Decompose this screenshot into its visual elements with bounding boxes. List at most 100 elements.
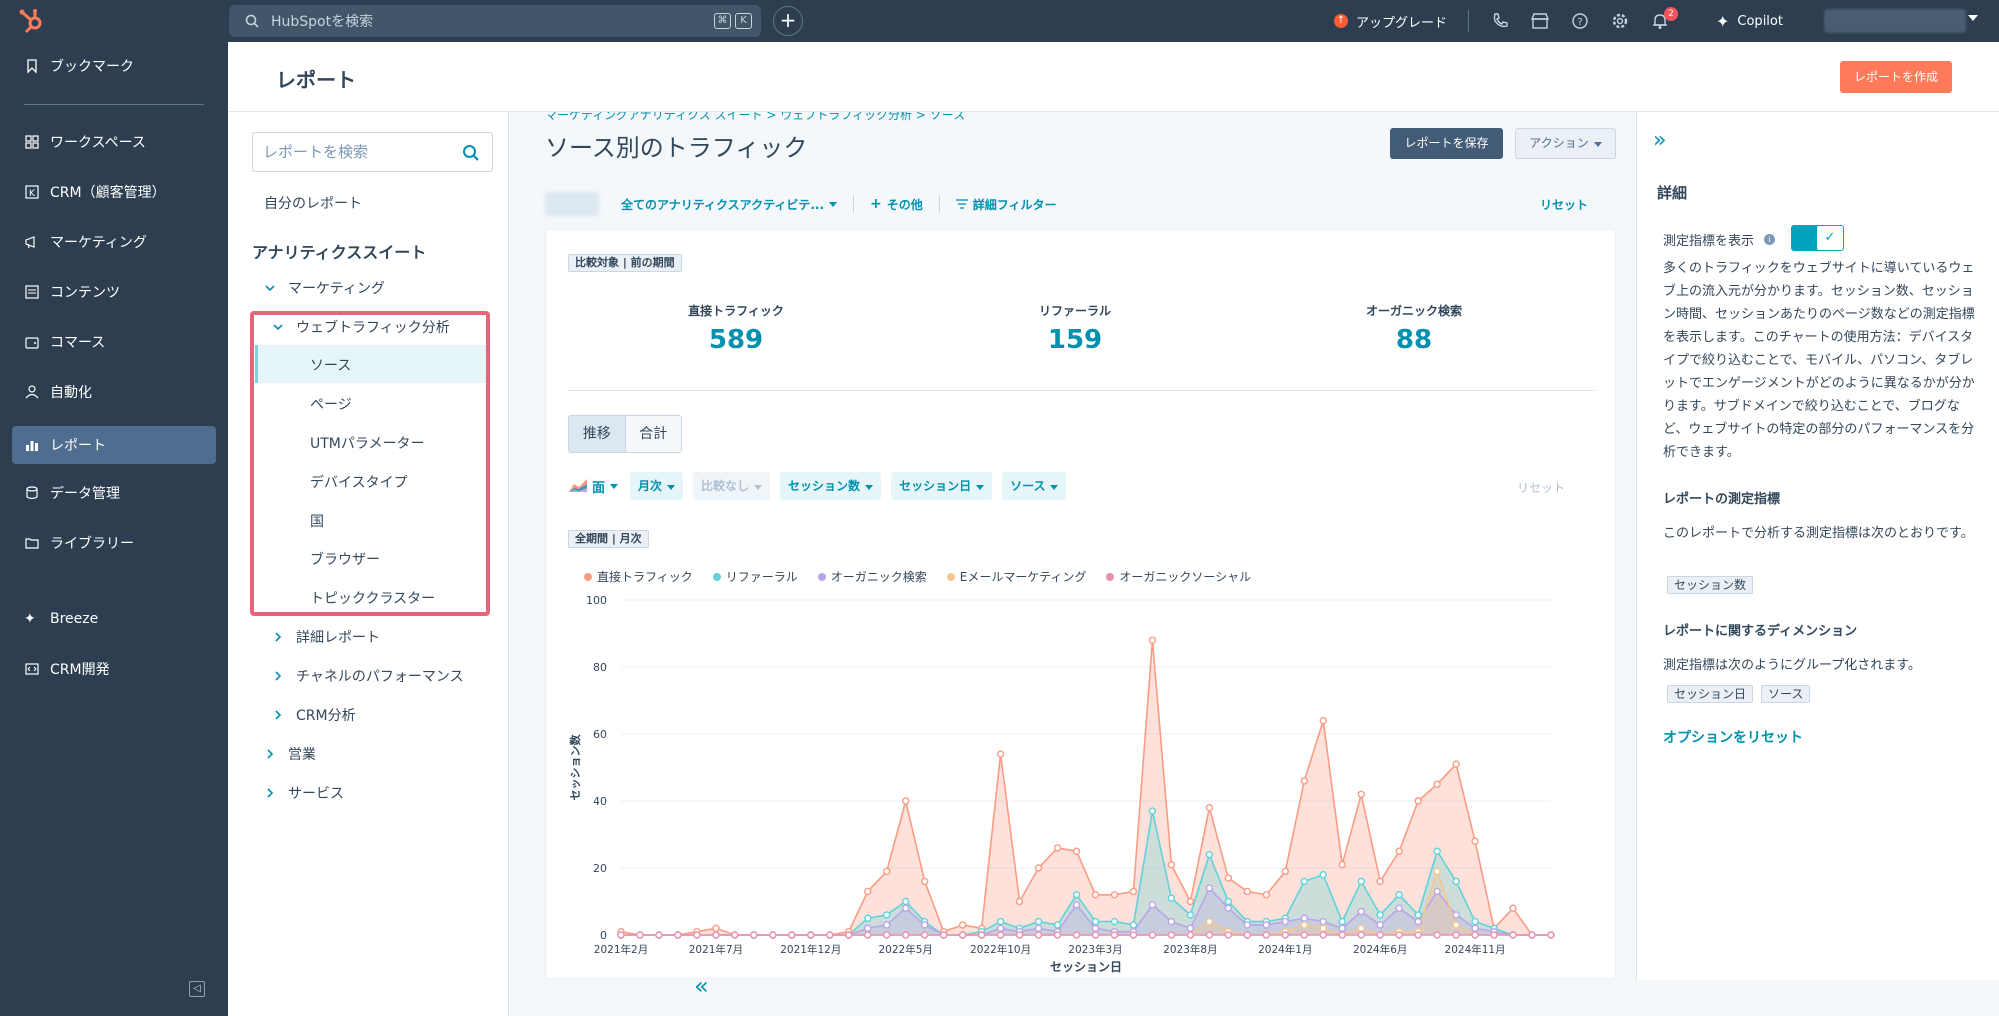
settings-gear-icon[interactable] bbox=[1610, 11, 1630, 31]
metric-chip[interactable]: セッション数 bbox=[780, 472, 882, 500]
kpi-direct-value: 589 bbox=[708, 325, 764, 355]
global-search-placeholder: HubSpotを検索 bbox=[271, 14, 374, 30]
tree-item-source[interactable]: ソース bbox=[310, 358, 352, 374]
dimension-tag-source: ソース bbox=[1761, 685, 1811, 703]
data-point-organic bbox=[1338, 924, 1346, 932]
data-point-social bbox=[1186, 931, 1195, 939]
info-icon[interactable]: i bbox=[1764, 234, 1776, 245]
more-filters-button[interactable]: + その他 bbox=[870, 196, 923, 213]
date-dimension-chip[interactable]: セッション日 bbox=[891, 472, 993, 500]
tree-sales[interactable]: 営業 bbox=[264, 744, 316, 764]
nav-reports[interactable]: レポート bbox=[12, 426, 216, 464]
collapse-sidebar-icon[interactable]: « bbox=[694, 972, 709, 1000]
nav-marketing[interactable]: マーケティング bbox=[12, 223, 216, 261]
show-metrics-toggle[interactable]: ✓ bbox=[1791, 225, 1844, 251]
x-tick-label: 2021年12月 bbox=[780, 943, 841, 956]
nav-reports-label: レポート bbox=[50, 438, 106, 454]
tree-web-traffic[interactable]: ウェブトラフィック分析 bbox=[272, 317, 450, 337]
top-bar: HubSpotを検索 ⌘ K + ↑ アップグレード ? 2 ✦ Copilot bbox=[0, 0, 1999, 42]
tree-crm-analytics-label: CRM分析 bbox=[296, 708, 356, 724]
data-point-organic bbox=[1167, 917, 1176, 926]
legend-item-organic[interactable]: オーガニック検索 bbox=[817, 568, 927, 585]
nav-commerce[interactable]: コマース bbox=[12, 323, 216, 361]
data-point-organic bbox=[1376, 921, 1384, 929]
tree-item-country[interactable]: 国 bbox=[310, 514, 324, 530]
data-point-organic bbox=[1281, 917, 1289, 926]
create-report-button[interactable]: レポートを作成 bbox=[1840, 61, 1952, 93]
details-description: 多くのトラフィックをウェブサイトに導いているウェブ上の流入元が分かります。セッシ… bbox=[1663, 261, 1975, 460]
tree-service[interactable]: サービス bbox=[264, 783, 344, 803]
dimensions-heading: レポートに関するディメンション bbox=[1663, 624, 1858, 639]
global-search[interactable]: HubSpotを検索 ⌘ K bbox=[229, 5, 761, 37]
legend-item-social[interactable]: オーガニックソーシャル bbox=[1106, 568, 1251, 585]
search-icon bbox=[245, 14, 259, 28]
save-report-button[interactable]: レポートを保存 bbox=[1390, 128, 1503, 159]
tree-crm-analytics[interactable]: CRM分析 bbox=[272, 705, 356, 725]
advanced-filter-button[interactable]: 詳細フィルター bbox=[955, 196, 1057, 213]
comparison-chip[interactable]: 比較なし bbox=[693, 472, 771, 500]
legend-swatch bbox=[584, 572, 592, 581]
dimension-tag-session-date: セッション日 bbox=[1667, 685, 1754, 703]
phone-icon[interactable] bbox=[1490, 11, 1510, 31]
account-menu[interactable] bbox=[1824, 9, 1966, 33]
nav-crm-dev[interactable]: CRM開発 bbox=[12, 650, 216, 688]
tree-item-browser[interactable]: ブラウザー bbox=[310, 552, 380, 568]
create-new-button[interactable]: + bbox=[773, 6, 803, 36]
toggle-trend[interactable]: 推移 bbox=[569, 416, 626, 452]
chart-reset-link[interactable]: リセット bbox=[1517, 481, 1566, 495]
date-range-filter[interactable] bbox=[545, 192, 599, 216]
legend-label: オーガニック検索 bbox=[830, 570, 927, 584]
nav-content[interactable]: コンテンツ bbox=[12, 273, 216, 311]
legend-item-referral[interactable]: リファーラル bbox=[712, 568, 798, 585]
reset-options-link[interactable]: オプションをリセット bbox=[1663, 730, 1803, 746]
copilot-button[interactable]: ✦ Copilot bbox=[1716, 0, 1783, 42]
collapse-nav-icon[interactable]: ◁ bbox=[189, 981, 205, 997]
nav-library[interactable]: ライブラリー bbox=[12, 524, 216, 562]
data-point-social bbox=[1433, 931, 1441, 939]
search-icon[interactable] bbox=[462, 144, 480, 162]
nav-automation[interactable]: 自動化 bbox=[12, 373, 216, 411]
notification-badge: 2 bbox=[1664, 7, 1678, 21]
nav-content-label: コンテンツ bbox=[50, 285, 120, 301]
frequency-chip[interactable]: 月次 bbox=[630, 472, 684, 500]
report-card: 比較対象 | 前の期間 直接トラフィック 589 リファーラル 159 オーガニ… bbox=[545, 229, 1616, 979]
data-point-direct bbox=[1262, 891, 1271, 899]
nav-bookmarks[interactable]: ブックマーク bbox=[12, 47, 216, 85]
nav-workspace[interactable]: ワークスペース bbox=[12, 123, 216, 161]
legend-swatch bbox=[817, 572, 826, 581]
tree-item-page[interactable]: ページ bbox=[310, 397, 352, 413]
tree-item-utm[interactable]: UTMパラメーター bbox=[310, 436, 425, 452]
legend-item-direct[interactable]: 直接トラフィック bbox=[584, 568, 693, 585]
breadcrumb[interactable]: マーケティングアナリティクス スイート > ウェブトラフィック分析 > ソース bbox=[545, 108, 966, 122]
nav-breeze[interactable]: ✦ Breeze bbox=[12, 600, 216, 638]
metric-chip-label: セッション数 bbox=[788, 479, 861, 493]
legend-item-email[interactable]: Eメールマーケティング bbox=[946, 568, 1086, 585]
hubspot-logo-icon[interactable] bbox=[18, 8, 46, 34]
help-icon[interactable]: ? bbox=[1570, 11, 1590, 31]
expand-panel-icon[interactable]: » bbox=[1653, 128, 1667, 153]
nav-data-management[interactable]: データ管理 bbox=[12, 474, 216, 512]
chart-type-dropdown[interactable]: 面 bbox=[568, 477, 619, 496]
source-dimension-chip[interactable]: ソース bbox=[1002, 472, 1067, 500]
filter-reset-link[interactable]: リセット bbox=[1539, 197, 1588, 212]
my-reports-link[interactable]: 自分のレポート bbox=[264, 196, 362, 212]
tree-channel-performance[interactable]: チャネルのパフォーマンス bbox=[272, 666, 464, 686]
data-point-social bbox=[1357, 931, 1365, 939]
toggle-total[interactable]: 合計 bbox=[625, 416, 681, 452]
report-search-input[interactable] bbox=[263, 141, 453, 163]
actions-dropdown[interactable]: アクション bbox=[1515, 128, 1616, 159]
tree-item-device[interactable]: デバイスタイプ bbox=[310, 475, 408, 491]
marketplace-icon[interactable] bbox=[1530, 11, 1550, 31]
tree-item-topic-cluster[interactable]: トピッククラスター bbox=[310, 591, 436, 607]
upgrade-button[interactable]: ↑ アップグレード bbox=[1334, 0, 1447, 42]
tree-marketing-label: マーケティング bbox=[288, 281, 385, 297]
tree-advanced-reports[interactable]: 詳細レポート bbox=[272, 627, 380, 647]
nav-breeze-label: Breeze bbox=[50, 611, 99, 627]
notifications-bell-icon[interactable] bbox=[1650, 11, 1670, 31]
nav-crm[interactable]: K CRM（顧客管理） bbox=[12, 173, 216, 211]
data-point-social bbox=[1243, 931, 1252, 939]
activity-filter[interactable]: 全てのアナリティクスアクティビテ... bbox=[621, 196, 838, 213]
account-chevron-down-icon[interactable] bbox=[1968, 15, 1978, 21]
tree-marketing[interactable]: マーケティング bbox=[264, 278, 385, 298]
report-search[interactable] bbox=[252, 132, 493, 172]
